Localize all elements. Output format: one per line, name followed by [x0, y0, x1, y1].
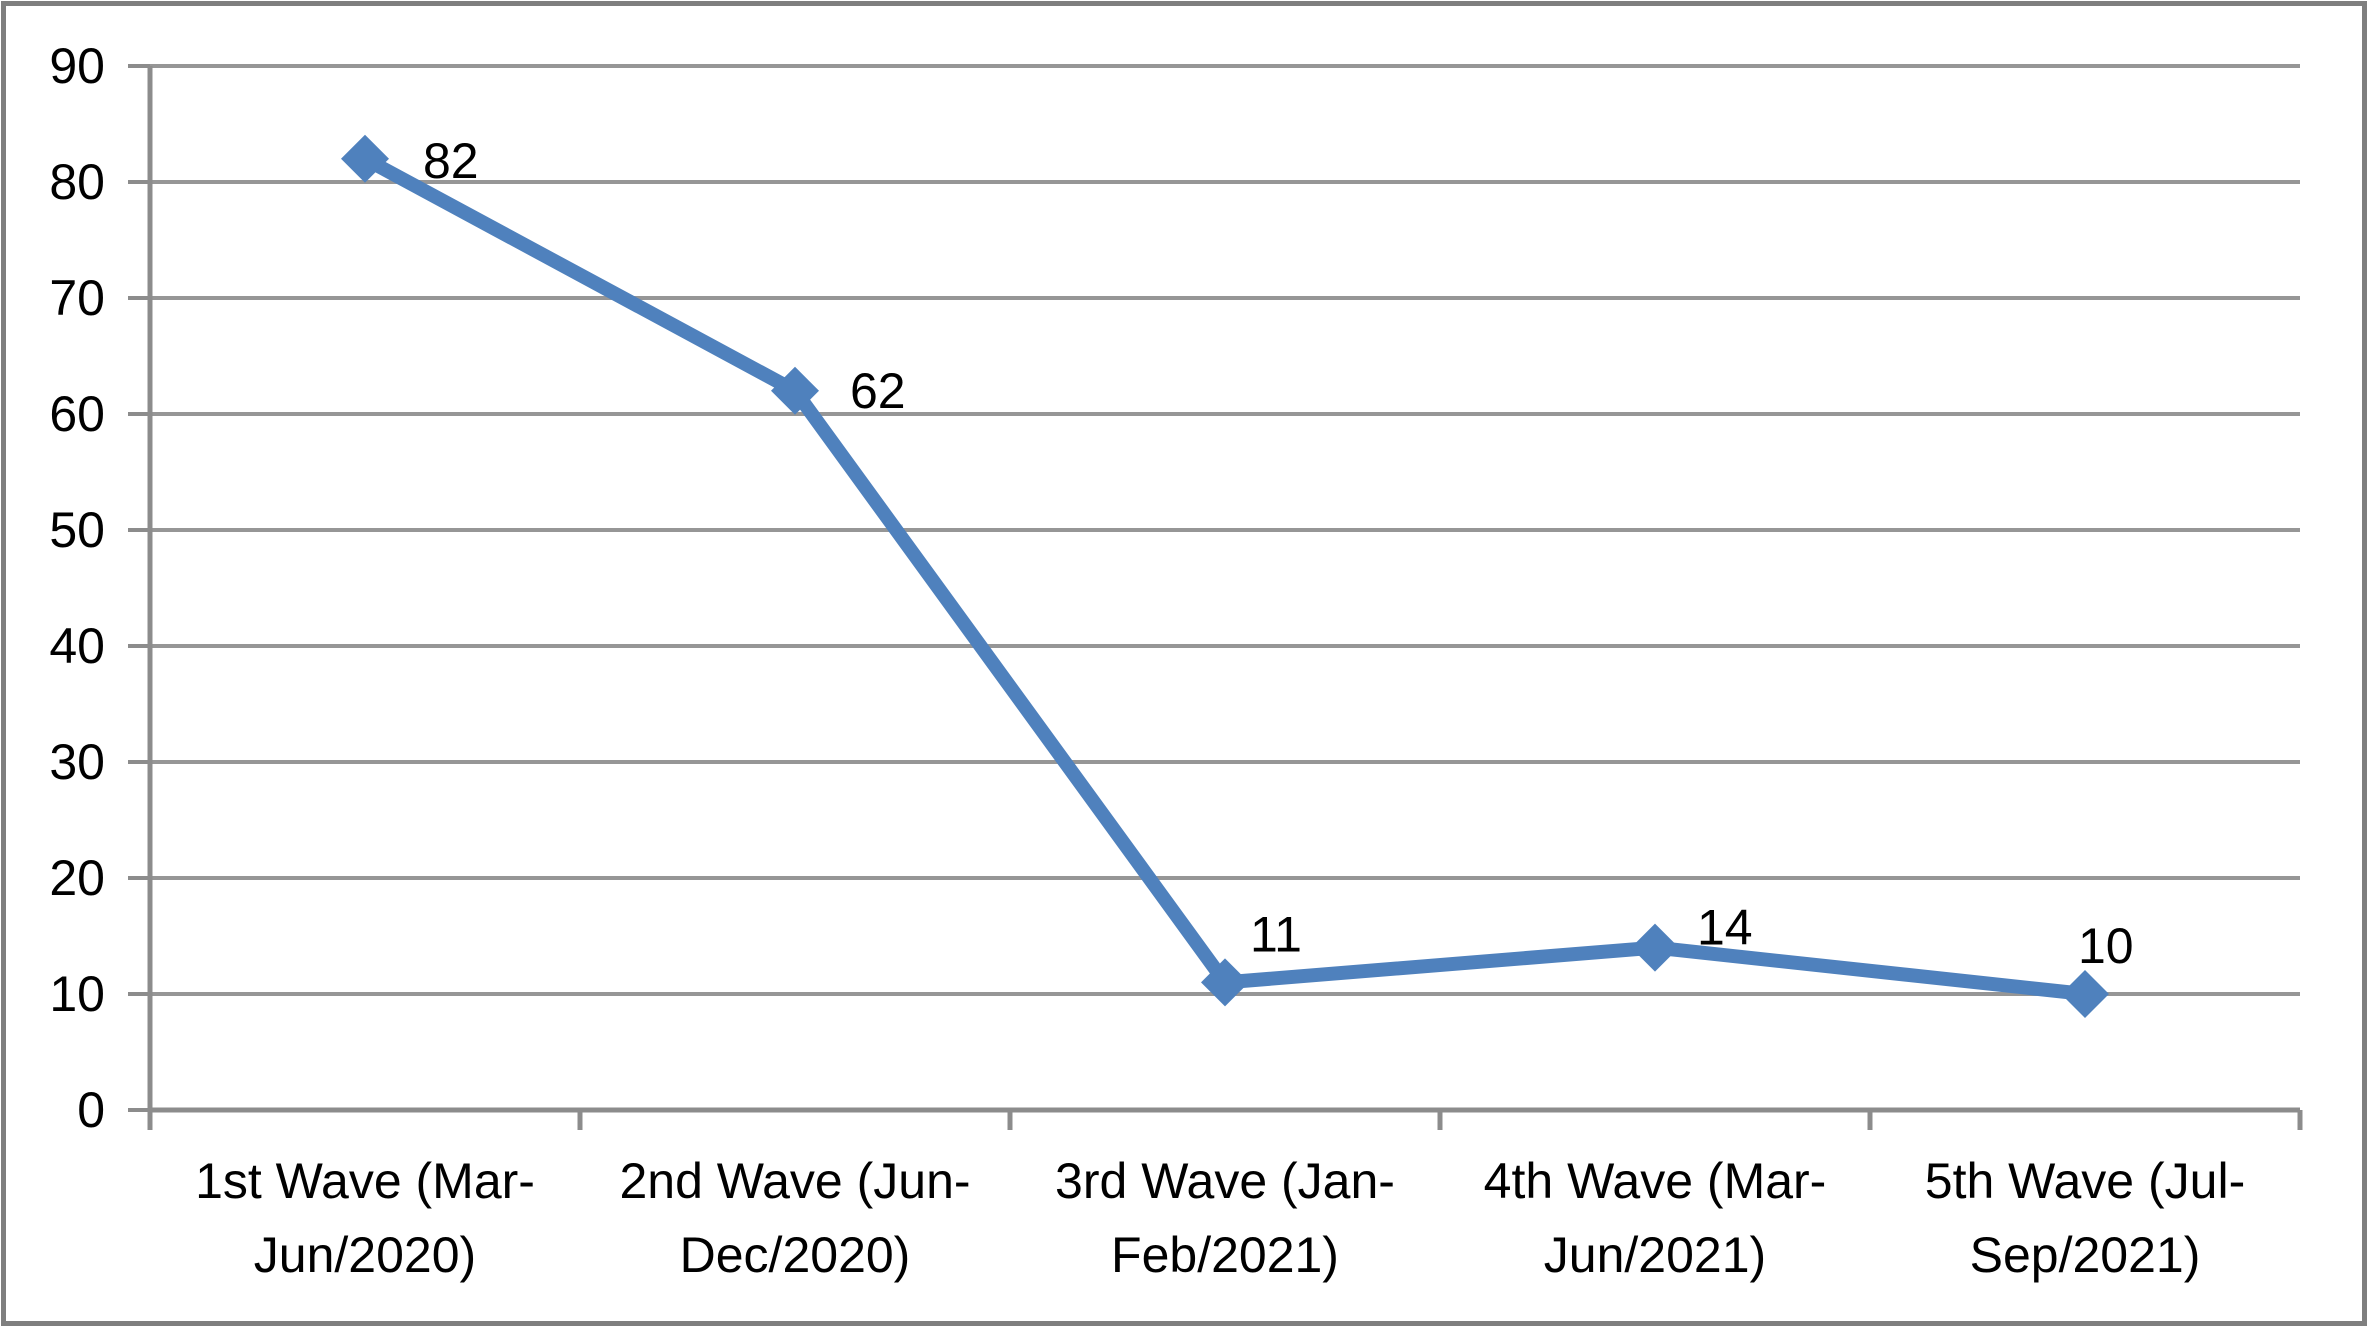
x-category-label-line: Jun/2021) — [1544, 1227, 1766, 1283]
y-tick-label: 50 — [49, 502, 105, 558]
data-point-marker — [2061, 970, 2109, 1018]
x-category-label: 4th Wave (Mar- Jun/2021) — [1484, 1153, 1827, 1283]
x-category-label: 2nd Wave (Jun- Dec/2020) — [619, 1153, 970, 1283]
y-tick-label: 0 — [77, 1082, 105, 1138]
y-tick-label: 30 — [49, 734, 105, 790]
x-category-label-line: 1st Wave (Mar- — [195, 1153, 535, 1209]
y-tick-label: 40 — [49, 618, 105, 674]
data-point-marker — [1201, 958, 1249, 1007]
y-tick-label: 20 — [49, 850, 105, 906]
data-point-marker — [1631, 923, 1679, 972]
data-label: 11 — [1250, 906, 1302, 962]
x-category-label-line: Sep/2021) — [1970, 1227, 2201, 1283]
y-tick-label: 90 — [49, 38, 105, 94]
x-category-label: 3rd Wave (Jan- Feb/2021) — [1055, 1153, 1395, 1283]
y-tick-label: 70 — [49, 270, 105, 326]
x-category-label-line: Jun/2020) — [254, 1227, 476, 1283]
x-category-label-line: 4th Wave (Mar- — [1484, 1153, 1827, 1209]
data-label: 14 — [1697, 900, 1753, 956]
y-tick-label: 10 — [49, 966, 105, 1022]
y-tick-label: 60 — [49, 386, 105, 442]
data-label: 62 — [850, 363, 906, 419]
data-point-marker — [771, 366, 819, 415]
x-category-label: 5th Wave (Jul- Sep/2021) — [1925, 1153, 2245, 1283]
data-label: 10 — [2078, 918, 2134, 974]
x-category-label-line: 5th Wave (Jul- — [1925, 1153, 2245, 1209]
x-category-label-line: 2nd Wave (Jun- — [619, 1153, 970, 1209]
x-category-label-line: Dec/2020) — [680, 1227, 911, 1283]
data-label: 82 — [423, 133, 479, 189]
data-point-marker — [341, 134, 389, 183]
x-category-label-line: Feb/2021) — [1111, 1227, 1339, 1283]
x-category-label-line: 3rd Wave (Jan- — [1055, 1153, 1395, 1209]
x-category-label: 1st Wave (Mar- Jun/2020) — [195, 1153, 535, 1283]
y-tick-label: 80 — [49, 154, 105, 210]
